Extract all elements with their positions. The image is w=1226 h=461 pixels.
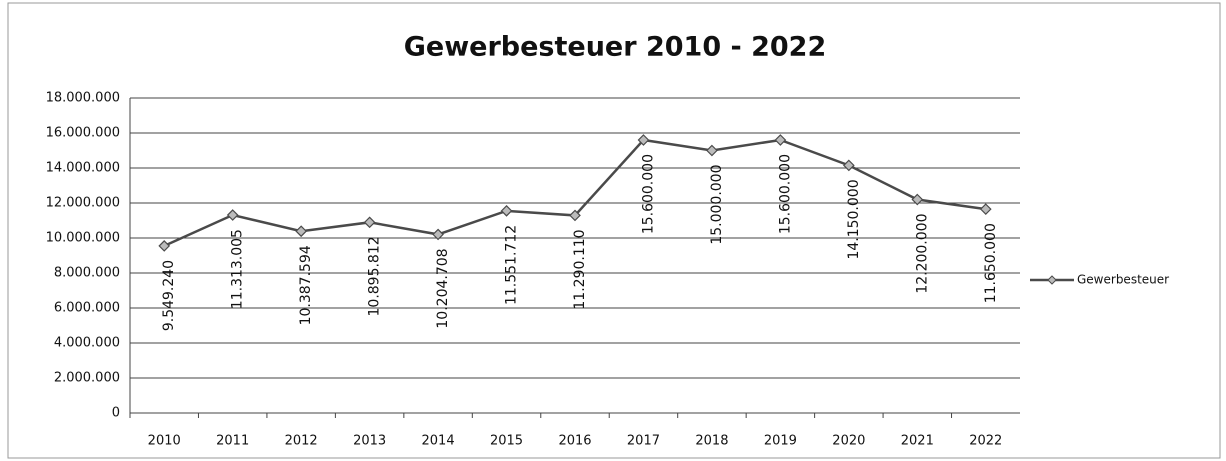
x-tick-label: 2014 — [422, 434, 455, 449]
data-label: 11.290.110 — [572, 229, 588, 309]
legend-label: Gewerbesteuer — [1077, 273, 1169, 287]
x-tick-label: 2017 — [627, 434, 660, 449]
data-point — [569, 209, 581, 222]
chart-frame — [7, 2, 1221, 459]
x-tick-label: 2012 — [285, 434, 318, 449]
legend-marker — [1047, 275, 1057, 285]
data-label: 15.600.000 — [640, 154, 656, 234]
data-point — [500, 204, 513, 217]
data-point — [842, 159, 855, 172]
data-point — [158, 240, 171, 252]
x-tick-label: 2015 — [490, 434, 523, 449]
x-tick-label: 2011 — [216, 434, 249, 449]
x-tick-label: 2018 — [695, 434, 728, 449]
data-label: 15.000.000 — [709, 165, 725, 245]
data-point — [226, 209, 239, 221]
y-tick-label: 10.000.000 — [46, 231, 120, 246]
data-point — [432, 228, 444, 241]
x-tick-label: 2022 — [969, 434, 1002, 449]
data-point — [979, 203, 992, 215]
y-tick-label: 0 — [112, 406, 120, 421]
data-label: 9.549.240 — [161, 260, 177, 331]
y-tick-label: 8.000.000 — [54, 266, 120, 281]
x-tick-label: 2020 — [832, 434, 865, 449]
y-tick-label: 18.000.000 — [46, 91, 120, 106]
x-tick-label: 2019 — [764, 434, 797, 449]
data-label: 15.600.000 — [777, 154, 793, 234]
y-tick-label: 16.000.000 — [46, 126, 120, 141]
x-tick-label: 2016 — [558, 434, 591, 449]
data-point — [911, 193, 924, 206]
data-point — [295, 225, 308, 238]
data-point — [774, 134, 787, 146]
data-label: 11.650.000 — [983, 223, 999, 303]
y-tick-label: 6.000.000 — [54, 301, 120, 316]
data-label: 12.200.000 — [914, 214, 930, 294]
y-tick-label: 12.000.000 — [46, 196, 120, 211]
y-tick-label: 14.000.000 — [46, 161, 120, 176]
data-label: 11.313.005 — [230, 229, 246, 309]
y-tick-label: 2.000.000 — [54, 371, 120, 386]
x-tick-label: 2021 — [901, 434, 934, 449]
data-point — [706, 144, 718, 157]
data-point — [637, 134, 650, 146]
data-label: 10.204.708 — [435, 248, 451, 328]
data-label: 14.150.000 — [846, 179, 862, 259]
data-point — [363, 216, 376, 229]
chart-title: Gewerbesteuer 2010 - 2022 — [404, 32, 827, 63]
data-label: 10.387.594 — [298, 245, 314, 325]
x-tick-label: 2010 — [148, 434, 181, 449]
data-label: 10.895.812 — [367, 236, 383, 316]
y-tick-label: 4.000.000 — [54, 336, 120, 351]
data-label: 11.551.712 — [504, 225, 520, 305]
x-tick-label: 2013 — [353, 434, 386, 449]
